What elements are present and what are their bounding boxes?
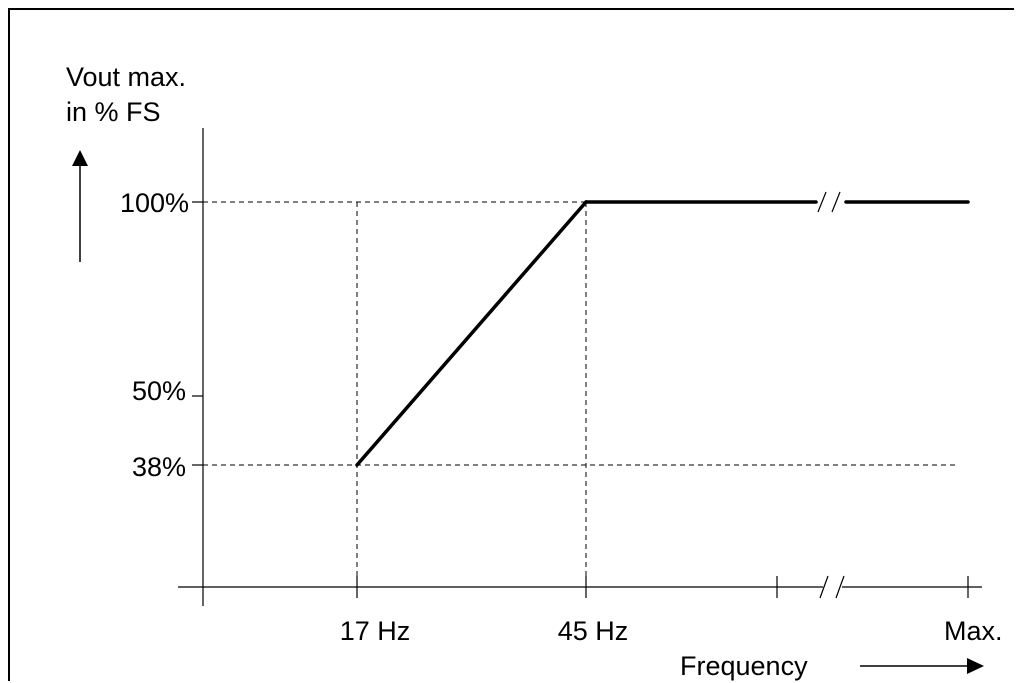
y-tick-label-50: 50% bbox=[132, 376, 186, 406]
y-tick-label-38: 38% bbox=[132, 452, 186, 482]
x-axis-break-mark-1 bbox=[819, 575, 829, 599]
y-axis-label-line1: Vout max. bbox=[66, 62, 186, 92]
series-break-mark-2 bbox=[831, 191, 841, 213]
series-break-mark-1 bbox=[817, 191, 827, 213]
x-axis-break-mark-2 bbox=[835, 575, 845, 599]
y-axis-label-line2: in % FS bbox=[66, 97, 161, 127]
series-line-segment-1 bbox=[355, 200, 588, 467]
x-tick-label-17hz: 17 Hz bbox=[340, 616, 411, 646]
x-axis-label: Frequency bbox=[680, 651, 808, 681]
x-direction-arrow-head bbox=[967, 658, 984, 674]
chart-frame bbox=[8, 8, 1014, 681]
y-tick-label-100: 100% bbox=[120, 188, 189, 218]
x-tick-label-45hz: 45 Hz bbox=[558, 616, 629, 646]
series-group bbox=[355, 191, 970, 467]
y-direction-arrow-head bbox=[72, 150, 88, 166]
x-tick-label-max: Max. bbox=[944, 616, 1003, 646]
